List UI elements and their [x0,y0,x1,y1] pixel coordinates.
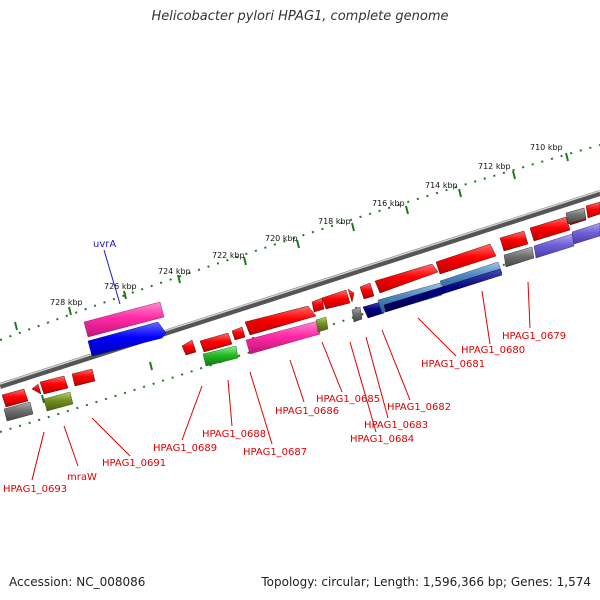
scale-label: 718 kbp [318,217,351,226]
scale-label: 724 kbp [158,267,191,276]
gene-red-left-d[interactable] [71,368,96,387]
gene-purple-b[interactable] [571,222,600,245]
gene-red-left-c[interactable] [39,375,69,395]
gene-red-0688b[interactable] [231,326,246,341]
genome-summary-text: Topology: circular; Length: 1,596,366 bp… [261,575,591,589]
gene-purple-a[interactable] [533,233,575,259]
gene-label-0682[interactable]: HPAG1_0682 [387,402,451,413]
gene-red-0682[interactable] [374,263,439,294]
gene-label-0679[interactable]: HPAG1_0679 [502,331,566,342]
gene-label-0683[interactable]: HPAG1_0683 [364,420,428,431]
gene-label-0693[interactable]: HPAG1_0693 [3,484,67,495]
scale-label: 712 kbp [478,162,511,171]
gene-label-0684[interactable]: HPAG1_0684 [350,434,414,445]
gene-olive-0686[interactable] [315,316,329,333]
genome-backbone-highlight [0,190,600,385]
gene-gray-0679[interactable] [503,246,535,268]
forward-strand-features [1,201,600,408]
scale-label: 710 kbp [530,143,563,152]
gene-red-0686a[interactable] [311,297,325,313]
map-title: Helicobacter pylori HPAG1, complete geno… [151,9,449,24]
gene-label-0689[interactable]: HPAG1_0689 [153,443,217,454]
gene-olive-left[interactable] [43,391,74,412]
scale-label: 720 kbp [265,234,298,243]
scale-label: 722 kbp [212,251,245,260]
gene-gray-left[interactable] [3,401,34,422]
gene-label-0686[interactable]: HPAG1_0686 [275,406,339,417]
scale-label: 726 kbp [104,282,137,291]
gene-label-0680[interactable]: HPAG1_0680 [461,345,525,356]
gene-label-uvrA[interactable]: uvrA [93,239,116,250]
gene-label-0681[interactable]: HPAG1_0681 [421,359,485,370]
gene-red-0687[interactable] [244,305,317,336]
gene-red-0684[interactable] [359,282,375,300]
gene-navy-0681b[interactable] [383,268,503,313]
gene-gray-top[interactable] [565,207,587,225]
scale-label: 716 kbp [372,199,405,208]
reverse-strand-features [3,222,600,422]
gene-label-0691[interactable]: HPAG1_0691 [102,458,166,469]
genome-backbone [0,190,600,389]
scale-label: 714 kbp [425,181,458,190]
gene-red-left-a[interactable] [1,388,29,408]
gene-red-left-b[interactable] [31,383,42,395]
scale-labels: 710 kbp 712 kbp 714 kbp 716 kbp 718 kbp … [50,143,563,307]
gene-red-0688a[interactable] [199,332,233,353]
gene-label-0688[interactable]: HPAG1_0688 [202,429,266,440]
gene-red-edge[interactable] [585,201,600,219]
gene-label-mraW[interactable]: mraW [67,472,97,483]
gene-uvrA-blue[interactable] [87,321,167,357]
gene-red-0680[interactable] [499,230,529,252]
label-leader-lines [31,249,531,481]
gene-red-small[interactable] [181,339,197,356]
gene-pink-0687[interactable] [245,320,321,355]
gene-labels: uvrA HPAG1_0679 HPAG1_0680 HPAG1_0681 HP… [3,239,566,495]
accession-text: Accession: NC_008086 [9,575,146,589]
scale-label: 728 kbp [50,298,83,307]
gene-red-0686b[interactable] [321,289,351,310]
gene-gray-0685[interactable] [351,306,363,323]
gene-red-0685[interactable] [347,288,355,303]
gene-uvrA-pink[interactable] [83,301,165,338]
gene-red-0679[interactable] [529,216,571,242]
gene-label-0687[interactable]: HPAG1_0687 [243,447,307,458]
gene-red-0681[interactable] [435,243,497,275]
gene-label-0685[interactable]: HPAG1_0685 [316,394,380,405]
gene-green-0689[interactable] [202,345,239,367]
gene-navy-0683[interactable] [362,301,385,319]
